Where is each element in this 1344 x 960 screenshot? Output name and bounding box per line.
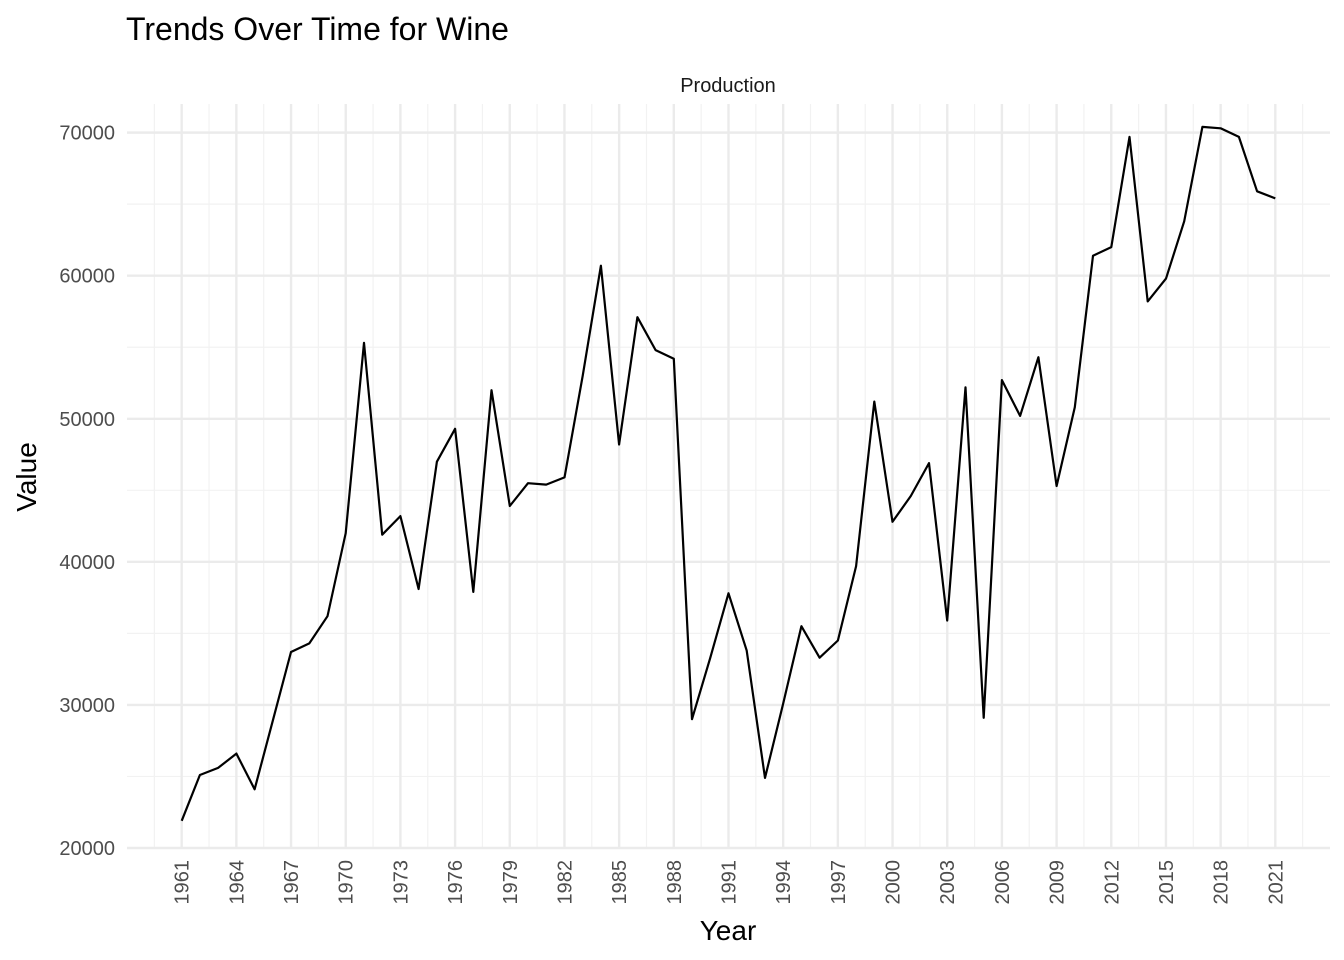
y-tick-label: 50000: [59, 409, 115, 431]
x-tick-label: 1997: [828, 860, 850, 905]
y-tick-label: 30000: [59, 695, 115, 717]
y-axis-ticks: 20000 30000 40000 50000 60000 70000: [59, 123, 115, 860]
y-tick-label: 60000: [59, 266, 115, 288]
series-line: [180, 125, 1276, 822]
x-tick-label: 1967: [281, 860, 303, 905]
x-tick-label: 2000: [883, 860, 905, 905]
x-tick-label: 1976: [445, 860, 467, 905]
chart-title: Trends Over Time for Wine: [126, 11, 509, 47]
y-tick-label: 40000: [59, 552, 115, 574]
x-axis-ticks: 1961 1964 1967 1970 1973 1976 1979 1982 1985 1988…: [172, 860, 1288, 905]
x-tick-label: 1988: [664, 860, 686, 905]
x-tick-label: 2003: [937, 860, 959, 905]
x-tick-label: 2006: [992, 860, 1014, 905]
x-tick-label: 1994: [773, 860, 795, 905]
x-tick-label: 1961: [172, 860, 194, 905]
y-tick-label: 70000: [59, 123, 115, 145]
facet-label: Production: [680, 75, 776, 97]
x-tick-label: 1985: [609, 860, 631, 905]
x-tick-label: 1991: [719, 860, 741, 905]
x-tick-label: 2021: [1265, 860, 1287, 905]
x-tick-label: 2012: [1101, 860, 1123, 905]
x-axis-title: Year: [700, 915, 757, 946]
y-tick-label: 20000: [59, 838, 115, 860]
x-tick-label: 2015: [1156, 860, 1178, 905]
x-tick-label: 2018: [1211, 860, 1233, 905]
series-group: [180, 125, 1276, 822]
x-tick-label: 1973: [390, 860, 412, 905]
major-gridlines: [127, 104, 1330, 850]
x-tick-label: 1982: [554, 860, 576, 905]
x-tick-label: 1970: [336, 860, 358, 905]
x-tick-label: 1964: [226, 860, 248, 905]
x-tick-label: 1979: [500, 860, 522, 905]
x-tick-label: 2009: [1047, 860, 1069, 905]
y-axis-title: Value: [11, 442, 42, 512]
